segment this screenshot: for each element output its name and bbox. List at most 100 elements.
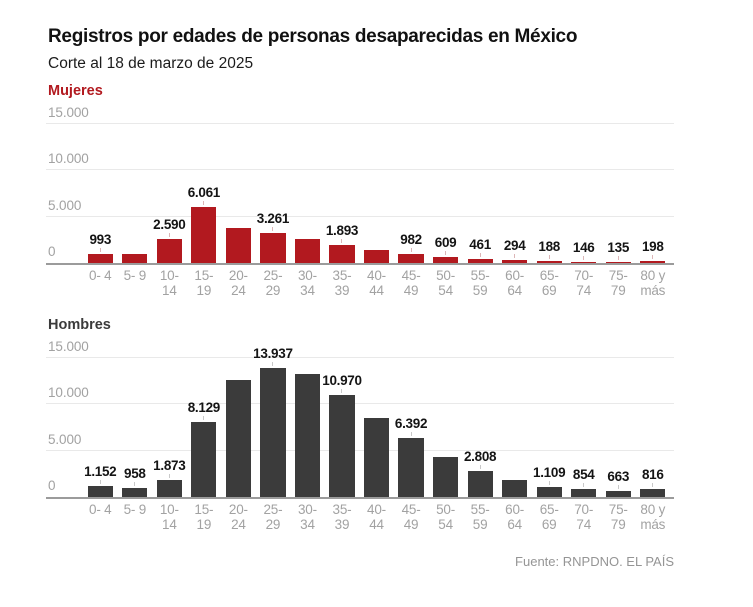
label-tick [410, 247, 412, 252]
bar-column: 854 [566, 467, 601, 497]
bar-column: 6.061 [187, 185, 222, 263]
bar-value-label: 2.808 [463, 448, 497, 464]
label-tick [99, 247, 101, 252]
x-axis-category: 60- 64 [505, 502, 525, 532]
bar-hombres-5- 9 [122, 488, 148, 497]
bar-column: 2.590 [152, 217, 187, 263]
chart-title-mujeres: Mujeres [48, 83, 103, 99]
bar-hombres-20-24 [225, 379, 251, 497]
bar-hombres-60-64 [502, 480, 528, 497]
bar-mujeres-20-24 [225, 227, 251, 263]
x-axis-category: 35- 39 [332, 502, 352, 532]
bar-value-label: 816 [641, 467, 664, 483]
bar-column: 958 [118, 466, 153, 497]
bar-mujeres-15-19 [191, 206, 217, 263]
x-axis-category: 35- 39 [332, 268, 352, 298]
gridline-15.000 [46, 357, 674, 358]
page-subtitle: Corte al 18 de marzo de 2025 [48, 55, 254, 72]
source-credit: Fuente: RNPDNO. EL PAÍS [515, 554, 674, 569]
bar-value-label: 461 [469, 236, 491, 252]
x-axis-category: 30- 34 [297, 268, 317, 298]
x-axis-category: 55- 59 [470, 502, 490, 532]
label-tick [341, 389, 343, 394]
label-tick [652, 255, 654, 260]
label-tick [272, 226, 274, 231]
bar-mujeres-75-79 [605, 261, 631, 263]
bar-column: 10.970 [322, 373, 362, 497]
bar-hombres-40-44 [363, 417, 390, 497]
bar-mujeres-5- 9 [122, 254, 148, 263]
bar-value-label: 10.970 [322, 373, 362, 389]
bar-hombres-70-74 [571, 489, 597, 497]
label-tick [652, 483, 654, 488]
x-axis-category: 75- 79 [608, 268, 628, 298]
bar-mujeres-50-54 [432, 257, 459, 263]
x-axis-category: 45- 49 [401, 502, 421, 532]
bar-column: 13.937 [253, 345, 293, 497]
bar-column [290, 374, 325, 497]
x-axis-category: 25- 29 [263, 502, 283, 532]
x-axis-category: 80 y más [640, 502, 666, 532]
x-axis-category: 70- 74 [574, 268, 594, 298]
mujeres-plot-area: 0 5.000 10.000 15.000 993 2.590 6.061 3.261 1.89… [46, 106, 674, 265]
label-tick [583, 255, 585, 260]
bar-hombres-0- 4 [87, 486, 113, 497]
bar-column: 1.152 [83, 464, 118, 497]
label-tick [479, 464, 481, 469]
x-axis-category: 50- 54 [436, 502, 456, 532]
bar-column [290, 238, 325, 263]
bar-mujeres-35-39 [329, 245, 355, 263]
y-axis-label-hombres: 0 [48, 478, 56, 493]
gridline-5.000 [46, 215, 674, 217]
x-axis-category: 0- 4 [89, 268, 112, 283]
label-tick [548, 255, 550, 260]
bar-hombres-10-14 [156, 479, 182, 497]
label-tick [410, 431, 412, 436]
bar-hombres-15-19 [191, 421, 217, 497]
bar-value-label: 3.261 [256, 210, 290, 226]
label-tick [272, 361, 274, 366]
label-tick [203, 415, 205, 420]
mujeres-bars: 993 2.590 6.061 3.261 1.893 982 609 461 294 188 14… [83, 185, 670, 263]
bar-column [118, 254, 153, 263]
bar-mujeres-10-14 [156, 239, 182, 263]
bar-value-label: 982 [400, 231, 422, 247]
chart-mujeres: Mujeres 0 5.000 10.000 15.000 993 2.590 6.061 3… [46, 84, 753, 298]
bar-value-label: 6.392 [394, 415, 428, 431]
gridline-5.000 [46, 449, 674, 451]
bar-column: 1.893 [325, 223, 360, 263]
bar-mujeres-55-59 [467, 258, 493, 263]
label-tick [341, 239, 343, 244]
bar-column: 6.392 [394, 416, 429, 497]
x-axis-category: 45- 49 [401, 268, 421, 298]
bar-column: 3.261 [256, 211, 291, 263]
bar-mujeres-40-44 [363, 249, 390, 263]
bar-column: 2.808 [463, 449, 498, 497]
chart-hombres: Hombres 0 5.000 10.000 15.000 1.152 958 1.873 8… [46, 318, 753, 532]
x-axis-category: 15- 19 [194, 502, 214, 532]
bar-hombres-25-29 [260, 367, 286, 497]
bar-column: 663 [601, 469, 636, 497]
bar-hombres-75-79 [605, 490, 631, 497]
bar-value-label: 13.937 [253, 345, 293, 361]
bar-mujeres-45-49 [398, 253, 424, 263]
bar-value-label: 1.873 [153, 457, 186, 473]
bar-value-label: 198 [641, 239, 664, 255]
hombres-plot-area: 0 5.000 10.000 15.000 1.152 958 1.873 8.129 13.9… [46, 340, 674, 499]
bar-column: 461 [463, 237, 498, 263]
x-axis-category: 25- 29 [263, 268, 283, 298]
x-axis-category: 80 y más [640, 268, 666, 298]
x-axis-category: 50- 54 [436, 268, 456, 298]
label-tick [479, 252, 481, 257]
bar-column: 609 [428, 235, 463, 263]
y-axis-label-mujeres: 15.000 [48, 105, 89, 120]
bar-column [221, 379, 256, 497]
bar-value-label: 294 [503, 238, 526, 254]
bar-hombres-50-54 [432, 457, 459, 497]
y-axis-label-hombres: 15.000 [48, 339, 89, 354]
bar-mujeres-60-64 [502, 260, 528, 263]
bar-column: 188 [532, 239, 567, 263]
bar-column: 294 [497, 238, 532, 263]
chart-title-hombres: Hombres [48, 317, 111, 333]
gridline-10.000 [46, 169, 674, 171]
